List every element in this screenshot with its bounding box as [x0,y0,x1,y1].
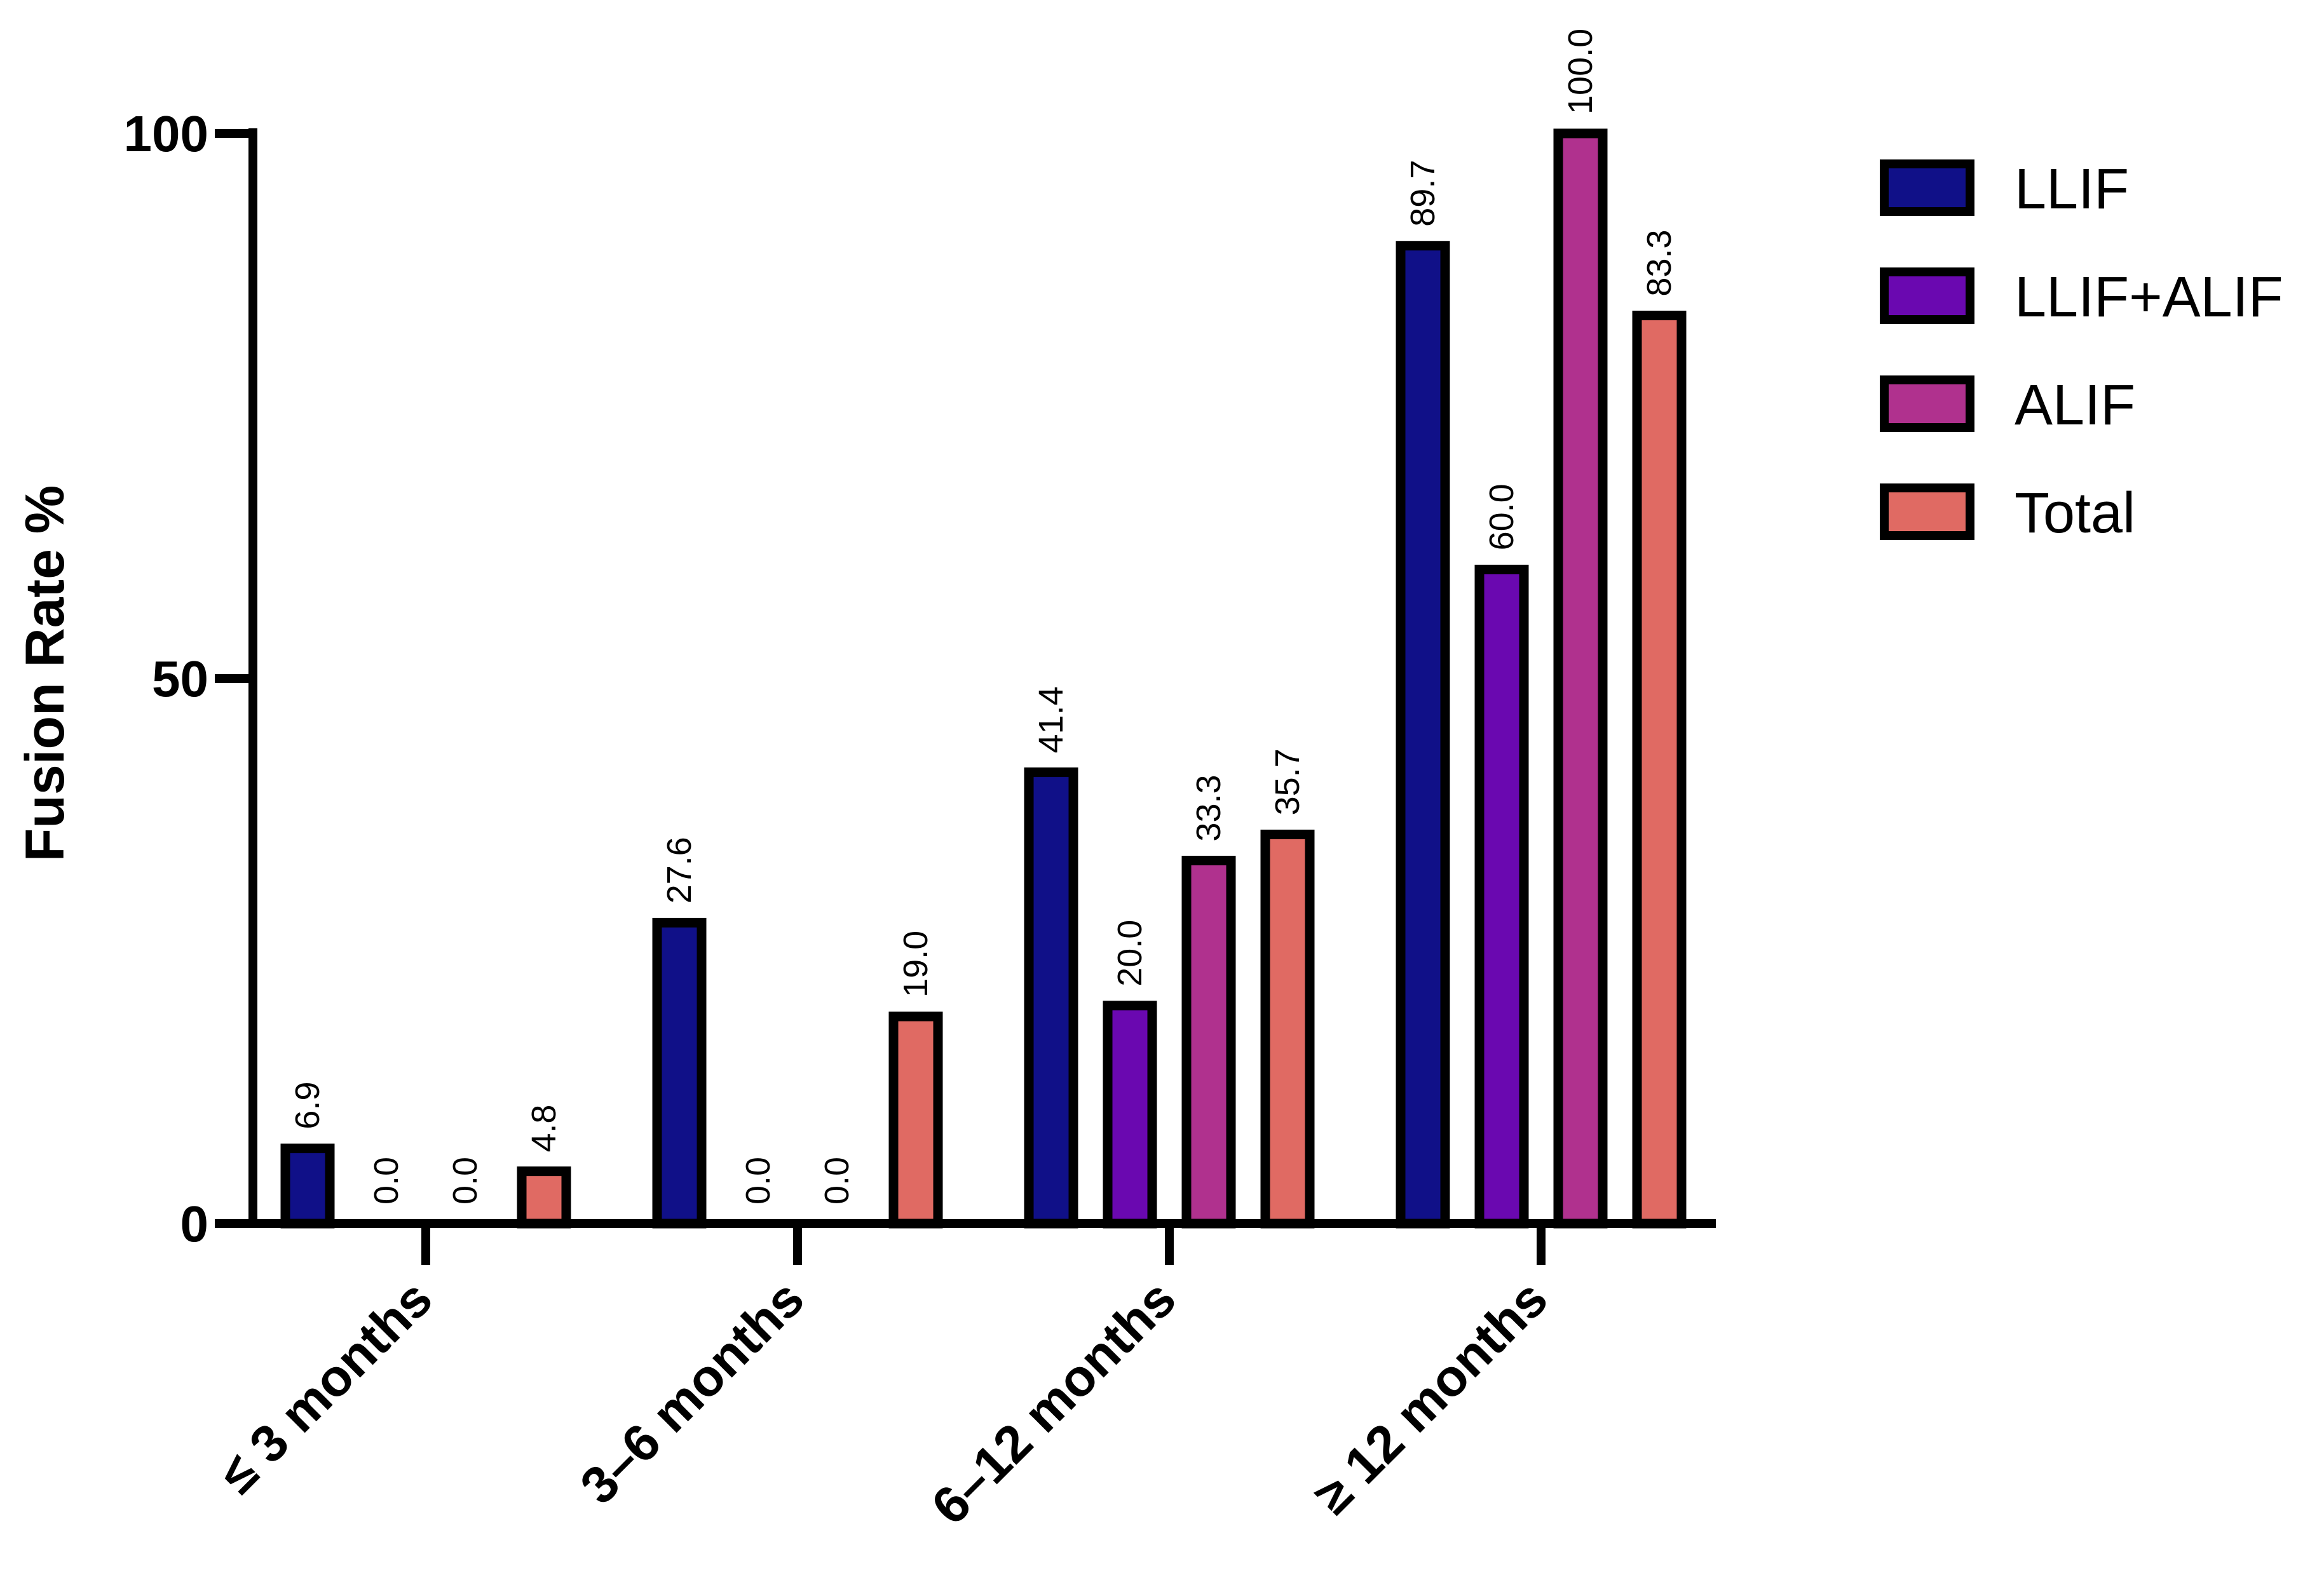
legend-label: ALIF [2015,374,2135,437]
bar-total-1 [888,1011,943,1229]
bar-llif-alif-3 [1474,564,1529,1229]
bar-llif-1 [652,917,707,1229]
bar-llif-2 [1024,767,1078,1229]
data-label: 83.3 [1640,229,1678,296]
bar-total-0 [517,1166,571,1229]
bar-alif-2 [1181,856,1236,1229]
data-label: 20.0 [1111,920,1149,987]
x-tick-label: 3–6 months [569,1269,815,1515]
legend-swatch-llif-alif [1880,267,1974,324]
bar-total-3 [1632,311,1687,1229]
legend-label: LLIF [2015,158,2129,221]
data-label: 60.0 [1483,483,1521,550]
y-axis-title: Fusion Rate % [15,485,76,862]
bar-llif-3 [1396,241,1450,1229]
legend-swatch-alif [1880,375,1974,432]
data-label: 0.0 [739,1157,777,1205]
data-label: 0.0 [446,1157,484,1205]
data-label: 100.0 [1561,29,1600,114]
data-label: 19.0 [897,931,935,997]
data-label: 35.7 [1268,748,1307,815]
x-tick-label: ≥ 12 months [1303,1269,1558,1525]
bar-llif-0 [280,1144,335,1229]
data-label: 0.0 [818,1157,856,1205]
legend-swatch-llif [1880,159,1974,216]
data-label: 33.3 [1190,774,1228,841]
legend-swatch-total [1880,483,1974,540]
data-label: 41.4 [1032,686,1070,753]
bar-llif-alif-2 [1103,1001,1157,1229]
legend-label: Total [2015,482,2135,545]
y-tick-label: 50 [152,651,208,707]
x-tick-label: 6–12 months [921,1269,1187,1536]
y-tick-label: 100 [124,105,208,162]
data-label: 27.6 [660,837,698,903]
data-label: 4.8 [525,1105,563,1152]
bar-total-2 [1260,829,1315,1229]
data-label: 89.7 [1404,160,1442,227]
data-label: 0.0 [367,1157,405,1205]
data-label: 6.9 [289,1082,327,1130]
y-tick-label: 0 [180,1196,209,1252]
bar-alif-3 [1553,128,1608,1229]
legend-label: LLIF+ALIF [2015,266,2283,329]
x-tick-label: ≤ 3 months [208,1269,444,1504]
